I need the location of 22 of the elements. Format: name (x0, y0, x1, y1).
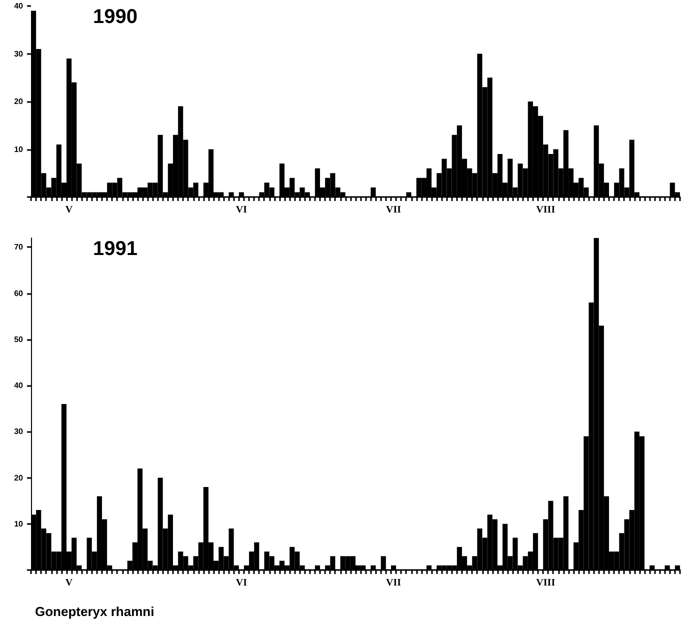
chart-title: 1991 (93, 238, 138, 260)
x-tick-label: VIII (536, 578, 556, 588)
chart-title: 1990 (93, 6, 138, 28)
y-tick-label: 40 (14, 2, 24, 10)
y-tick-label: 50 (14, 334, 24, 344)
y-tick-label: 10 (14, 519, 24, 528)
y-tick-label: 40 (14, 381, 24, 390)
x-tick-label: VII (386, 204, 402, 216)
y-tick-label: 70 (14, 242, 24, 252)
x-tick-label: VI (236, 578, 248, 588)
y-tick-label: 20 (14, 97, 24, 106)
x-tick-label: VI (236, 204, 248, 216)
x-tick-label: V (65, 578, 74, 588)
y-tick-label: 60 (14, 288, 24, 298)
y-tick-label: 30 (14, 427, 24, 436)
x-tick-label: V (65, 204, 74, 216)
x-tick-label: VII (386, 578, 402, 588)
text: Gonepteryx rhamni (35, 604, 154, 619)
y-tick-label: 10 (14, 144, 24, 154)
x-tick-label: VIII (536, 204, 556, 216)
y-tick-label: 30 (14, 49, 24, 58)
y-tick-label: 20 (14, 473, 24, 482)
